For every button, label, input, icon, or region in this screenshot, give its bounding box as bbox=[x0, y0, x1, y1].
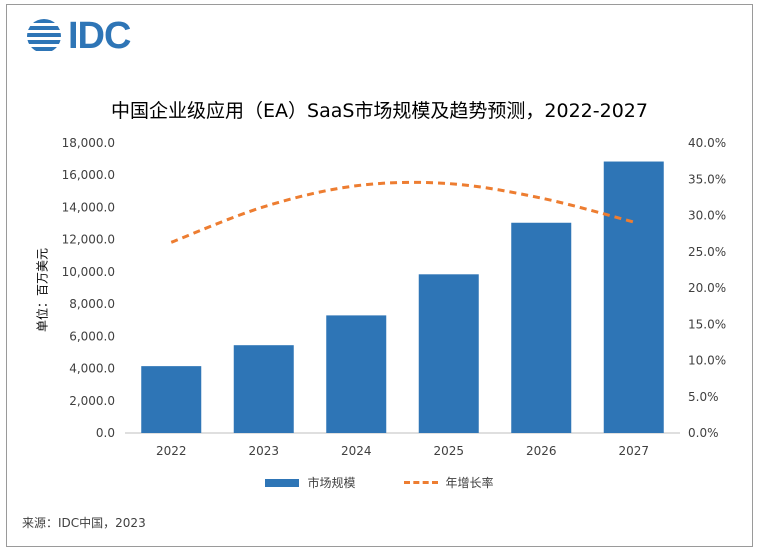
y2-tick-label: 15.0% bbox=[688, 317, 726, 331]
y-tick-label: 6,000.0 bbox=[69, 329, 115, 343]
y-tick-label: 2,000.0 bbox=[69, 394, 115, 408]
bar bbox=[418, 274, 479, 433]
bar bbox=[603, 161, 664, 433]
y-tick-label: 16,000.0 bbox=[62, 168, 115, 182]
y2-tick-label: 5.0% bbox=[688, 390, 719, 404]
legend-label-line: 年增长率 bbox=[445, 476, 494, 490]
y2-tick-label: 30.0% bbox=[688, 209, 726, 223]
bar bbox=[511, 222, 572, 433]
y2-tick-label: 25.0% bbox=[688, 245, 726, 259]
x-tick-label: 2022 bbox=[156, 444, 187, 458]
x-tick-label: 2025 bbox=[433, 444, 464, 458]
legend-swatch-bar bbox=[265, 478, 300, 487]
y-tick-label: 18,000.0 bbox=[62, 136, 115, 150]
growth-line bbox=[170, 180, 635, 244]
y2-tick-label: 35.0% bbox=[688, 172, 726, 186]
x-tick-label: 2024 bbox=[341, 444, 372, 458]
y-tick-label: 10,000.0 bbox=[62, 265, 115, 279]
legend-swatch-line bbox=[403, 481, 438, 484]
y2-tick-label: 0.0% bbox=[688, 426, 719, 440]
legend-label-bar: 市场规模 bbox=[307, 476, 356, 490]
y-tick-label: 4,000.0 bbox=[69, 362, 115, 376]
bar bbox=[141, 366, 202, 433]
y2-tick-label: 20.0% bbox=[688, 281, 726, 295]
logo-text: IDC bbox=[68, 15, 131, 57]
y-tick-label: 14,000.0 bbox=[62, 200, 115, 214]
x-tick-label: 2027 bbox=[618, 444, 649, 458]
bar bbox=[326, 315, 387, 433]
x-tick-label: 2026 bbox=[526, 444, 557, 458]
y2-tick-label: 10.0% bbox=[688, 354, 726, 368]
idc-logo: IDC bbox=[24, 15, 131, 57]
legend-item-bar: 市场规模 bbox=[265, 474, 356, 491]
bar bbox=[233, 345, 294, 433]
x-tick-label: 2023 bbox=[248, 444, 279, 458]
chart-title: 中国企业级应用（EA）SaaS市场规模及趋势预测，2022-2027 bbox=[111, 100, 648, 122]
y-tick-label: 12,000.0 bbox=[62, 233, 115, 247]
legend-item-line: 年增长率 bbox=[403, 474, 494, 491]
y-tick-label: 0.0 bbox=[96, 426, 115, 440]
globe-icon bbox=[27, 19, 61, 51]
y2-tick-label: 40.0% bbox=[688, 136, 726, 150]
legend: 市场规模 年增长率 bbox=[0, 474, 759, 491]
source-note: 来源：IDC中国，2023 bbox=[22, 516, 146, 530]
y-tick-label: 8,000.0 bbox=[69, 297, 115, 311]
